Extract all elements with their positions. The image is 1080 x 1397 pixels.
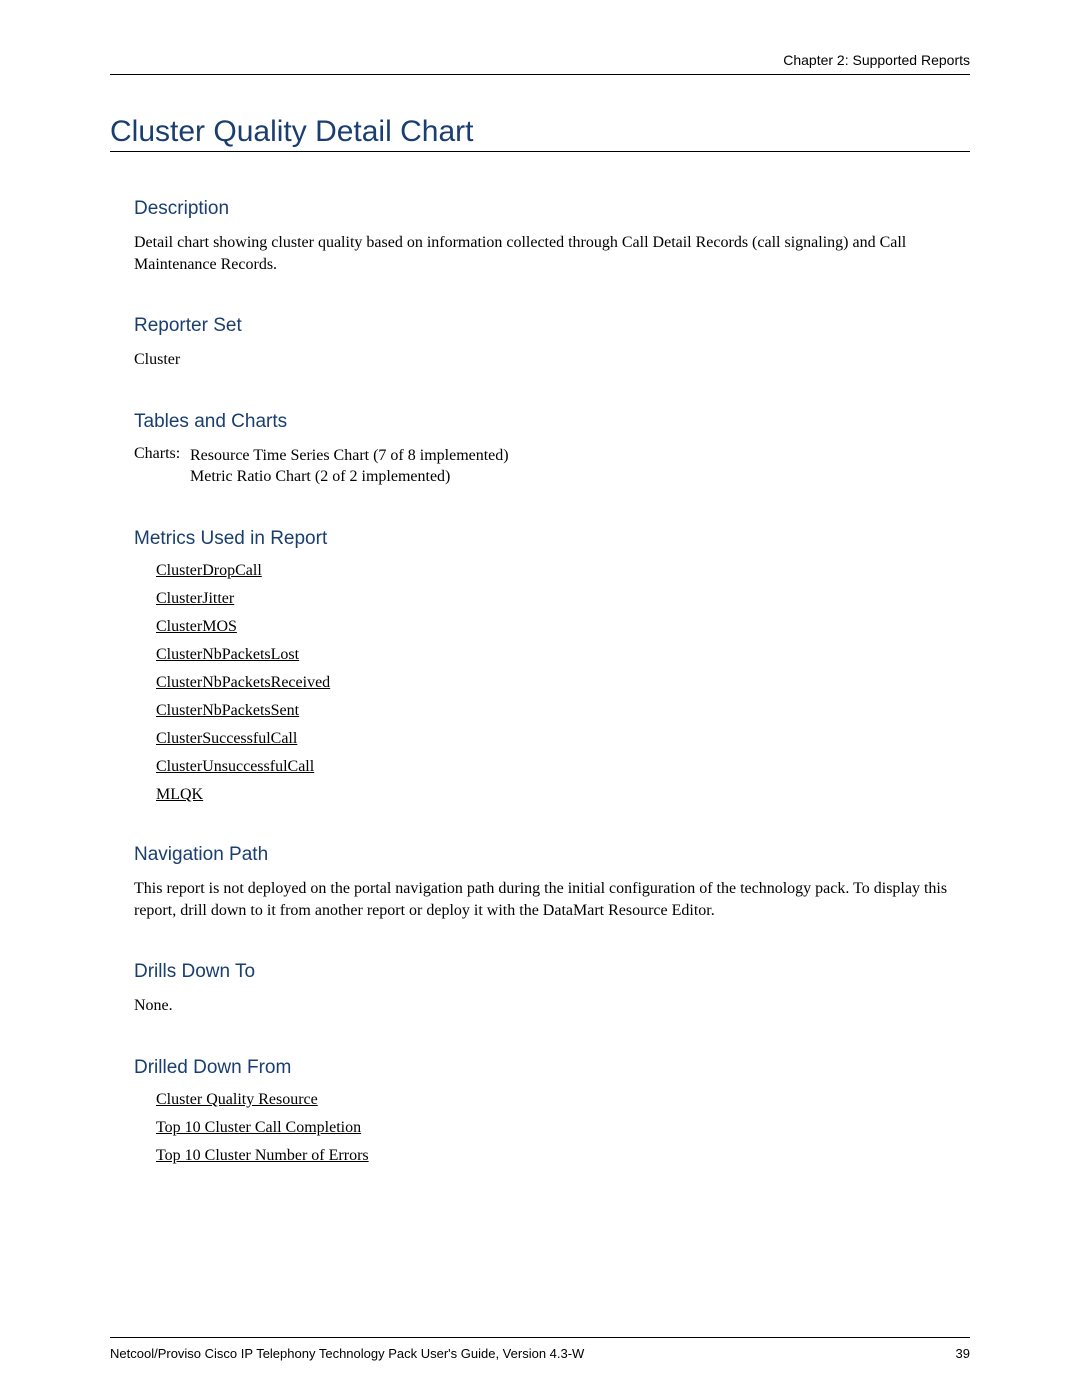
drilled-from-list: Cluster Quality Resource Top 10 Cluster …: [156, 1091, 970, 1165]
header-chapter: Chapter 2: Supported Reports: [110, 52, 970, 75]
drills-down-to-text: None.: [134, 995, 970, 1017]
footer: Netcool/Proviso Cisco IP Telephony Techn…: [110, 1337, 970, 1361]
charts-label: Charts:: [134, 445, 190, 488]
drilled-from-link[interactable]: Top 10 Cluster Number of Errors: [156, 1147, 970, 1165]
heading-drilled-down-from: Drilled Down From: [134, 1057, 970, 1079]
metric-link[interactable]: ClusterUnsuccessfulCall: [156, 758, 970, 776]
charts-line-2: Metric Ratio Chart (2 of 2 implemented): [190, 466, 509, 488]
heading-navigation-path: Navigation Path: [134, 844, 970, 866]
drilled-from-link[interactable]: Top 10 Cluster Call Completion: [156, 1119, 970, 1137]
section-drilled-down-from: Drilled Down From Cluster Quality Resour…: [134, 1057, 970, 1165]
page-title: Cluster Quality Detail Chart: [110, 115, 970, 152]
metric-link[interactable]: ClusterMOS: [156, 618, 970, 636]
drilled-from-link[interactable]: Cluster Quality Resource: [156, 1091, 970, 1109]
section-reporter-set: Reporter Set Cluster: [134, 315, 970, 371]
navigation-path-text: This report is not deployed on the porta…: [134, 878, 970, 921]
metric-link[interactable]: ClusterNbPacketsSent: [156, 702, 970, 720]
heading-reporter-set: Reporter Set: [134, 315, 970, 337]
section-navigation-path: Navigation Path This report is not deplo…: [134, 844, 970, 921]
metric-link[interactable]: ClusterDropCall: [156, 562, 970, 580]
heading-drills-down-to: Drills Down To: [134, 961, 970, 983]
metric-link[interactable]: ClusterNbPacketsReceived: [156, 674, 970, 692]
heading-description: Description: [134, 198, 970, 220]
description-text: Detail chart showing cluster quality bas…: [134, 232, 970, 275]
page: Chapter 2: Supported Reports Cluster Qua…: [0, 0, 1080, 1397]
metric-link[interactable]: ClusterNbPacketsLost: [156, 646, 970, 664]
metric-link[interactable]: ClusterSuccessfulCall: [156, 730, 970, 748]
metrics-list: ClusterDropCall ClusterJitter ClusterMOS…: [156, 562, 970, 804]
section-description: Description Detail chart showing cluster…: [134, 198, 970, 275]
reporter-set-text: Cluster: [134, 349, 970, 371]
footer-left: Netcool/Proviso Cisco IP Telephony Techn…: [110, 1346, 584, 1361]
section-metrics: Metrics Used in Report ClusterDropCall C…: [134, 528, 970, 804]
metric-link[interactable]: ClusterJitter: [156, 590, 970, 608]
section-tables-charts: Tables and Charts Charts: Resource Time …: [134, 411, 970, 488]
heading-tables-charts: Tables and Charts: [134, 411, 970, 433]
heading-metrics: Metrics Used in Report: [134, 528, 970, 550]
charts-line-1: Resource Time Series Chart (7 of 8 imple…: [190, 445, 509, 467]
metric-link[interactable]: MLQK: [156, 786, 970, 804]
section-drills-down-to: Drills Down To None.: [134, 961, 970, 1017]
footer-page-number: 39: [956, 1346, 970, 1361]
